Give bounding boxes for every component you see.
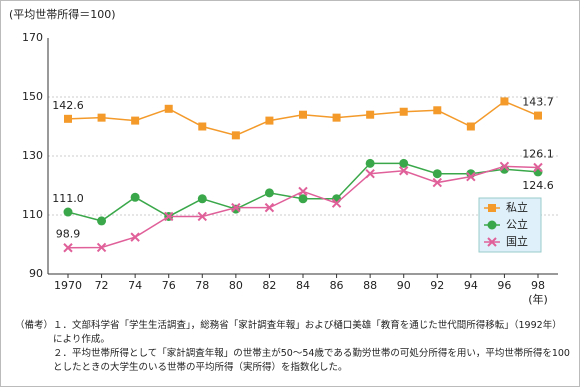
point <box>399 107 408 116</box>
point <box>97 216 107 226</box>
x-tick-label: 98 <box>531 279 545 292</box>
x-tick-label: 88 <box>363 279 377 292</box>
note: （備考） １．文部科学省「学生生活調査」，総務省「家計調査年報」および樋口美雄「教… <box>15 319 571 347</box>
point <box>365 158 375 168</box>
x-tick-label: 74 <box>128 279 142 292</box>
point <box>64 114 72 123</box>
point <box>399 166 409 176</box>
x-unit: (年) <box>528 292 548 306</box>
x-tick-label: 72 <box>95 279 109 292</box>
x-tick-label: 92 <box>430 279 444 292</box>
legend-label: 国立 <box>506 234 528 248</box>
note-prefix: （備考） <box>15 320 54 331</box>
point <box>231 131 240 140</box>
point <box>298 186 308 197</box>
point <box>265 116 274 125</box>
point <box>164 104 173 113</box>
point <box>97 113 106 122</box>
point <box>331 198 342 208</box>
point <box>63 243 73 253</box>
series-line <box>67 165 539 249</box>
point <box>433 106 442 115</box>
point <box>264 202 275 213</box>
point <box>298 194 308 204</box>
point <box>366 110 375 119</box>
point <box>332 113 341 122</box>
x-tick-label: 86 <box>330 279 344 292</box>
value-label: 124.6 <box>522 179 554 192</box>
y-tick-label: 110 <box>22 208 43 221</box>
point <box>432 177 442 188</box>
value-label: 111.0 <box>52 192 84 205</box>
x-tick-label: 80 <box>229 279 243 292</box>
legend-label: 私立 <box>506 200 528 214</box>
legend-label: 公立 <box>506 217 528 231</box>
point <box>299 110 307 119</box>
notes: （備考） １．文部科学省「学生生活調査」，総務省「家計調査年報」および樋口美雄「教… <box>15 319 571 375</box>
note-text: １．文部科学省「学生生活調査」，総務省「家計調査年報」および樋口美雄「教育を通じ… <box>53 320 562 345</box>
point <box>534 111 542 120</box>
point <box>488 204 496 212</box>
value-label: 143.7 <box>522 96 554 109</box>
point <box>96 242 107 253</box>
point <box>500 97 509 106</box>
y-tick-label: 90 <box>29 267 43 280</box>
value-label: 142.6 <box>52 99 84 112</box>
value-label: 126.1 <box>522 148 554 161</box>
point <box>365 168 375 179</box>
x-tick-label: 76 <box>162 279 176 292</box>
point <box>197 211 207 222</box>
value-label: 98.9 <box>56 228 81 241</box>
point <box>466 122 475 131</box>
x-tick-label: 94 <box>464 279 478 292</box>
point <box>130 192 140 202</box>
point <box>130 232 140 242</box>
point <box>487 220 497 230</box>
point <box>499 161 510 172</box>
x-tick-label: 78 <box>195 279 209 292</box>
point <box>466 171 476 182</box>
x-tick-label: 1970 <box>54 279 82 292</box>
point <box>131 116 140 125</box>
point <box>432 169 442 179</box>
y-tick-label: 170 <box>22 31 43 44</box>
note-text: ２．平均世帯所得として「家計調査年報」の世帯主が50～54歳である勤労世帯の可処… <box>53 348 570 373</box>
point <box>231 204 241 214</box>
y-tick-label: 130 <box>22 149 43 162</box>
point <box>399 158 409 168</box>
y-tick-label: 150 <box>22 90 43 103</box>
point <box>264 188 274 198</box>
point <box>533 162 543 173</box>
point <box>198 122 207 131</box>
point <box>487 237 497 247</box>
point <box>63 207 73 217</box>
x-tick-label: 82 <box>262 279 276 292</box>
x-tick-label: 84 <box>296 279 310 292</box>
point <box>164 211 174 222</box>
note: （備考）２．平均世帯所得として「家計調査年報」の世帯主が50～54歳である勤労世… <box>15 347 571 375</box>
point <box>197 194 207 204</box>
x-tick-label: 96 <box>497 279 511 292</box>
point <box>231 202 241 213</box>
x-tick-label: 90 <box>397 279 411 292</box>
chart: (平均世帯所得＝100) 90 110 130 150 170 1970 72 74 76 78 8… <box>9 8 558 306</box>
y-axis-label: (平均世帯所得＝100) <box>9 8 116 21</box>
